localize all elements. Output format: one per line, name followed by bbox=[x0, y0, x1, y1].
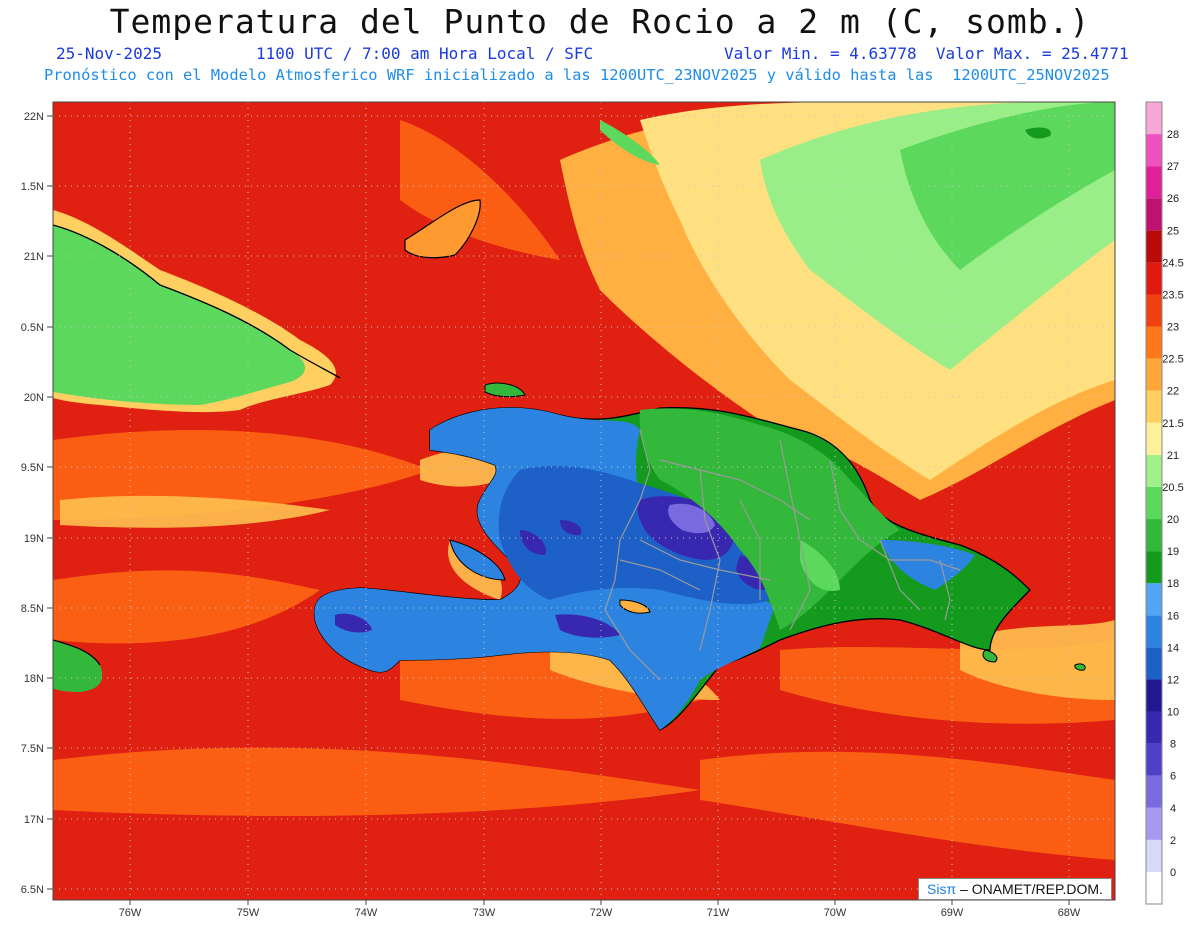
legend-label: 0 bbox=[1170, 867, 1176, 879]
legend-label: 25 bbox=[1167, 225, 1179, 237]
lon-label: 69W bbox=[941, 907, 964, 919]
legend-swatch bbox=[1146, 486, 1162, 520]
legend-swatch bbox=[1146, 839, 1162, 872]
lat-label: 0.5N bbox=[21, 322, 44, 334]
min-max-values: Valor Min. = 4.63778 Valor Max. = 25.477… bbox=[724, 44, 1129, 63]
legend-swatch bbox=[1146, 551, 1162, 584]
legend-label: 21 bbox=[1167, 450, 1179, 462]
valid-time: 1100 UTC / 7:00 am Hora Local / SFC bbox=[256, 44, 594, 63]
legend-swatch bbox=[1146, 326, 1162, 359]
legend-swatch bbox=[1146, 454, 1162, 487]
lon-label: 71W bbox=[707, 907, 730, 919]
legend-swatch bbox=[1146, 198, 1162, 231]
legend-swatch bbox=[1146, 262, 1162, 295]
lat-label: 17N bbox=[24, 814, 44, 826]
lat-label: 22N bbox=[24, 111, 44, 123]
legend-swatch bbox=[1146, 358, 1162, 391]
color-legend: 0 2 4 6 8 10 12 14 16 18 19 20 20.5 21 21.5 22 22.5 23 23.… bbox=[1145, 101, 1184, 905]
lat-label: 20N bbox=[24, 392, 44, 404]
onamet-text: – ONAMET/REP.DOM. bbox=[956, 881, 1103, 897]
legend-label: 2 bbox=[1170, 835, 1176, 847]
lon-label: 68W bbox=[1058, 907, 1081, 919]
map-frame bbox=[52, 101, 1116, 901]
legend-swatch bbox=[1146, 647, 1162, 680]
longitude-axis: 76W 75W 74W 73W 72W 71W 70W 69W 68W bbox=[119, 907, 1081, 919]
lon-label: 73W bbox=[473, 907, 496, 919]
legend-label: 21.5 bbox=[1162, 418, 1183, 430]
legend-swatch bbox=[1146, 422, 1162, 455]
longitude-ticks bbox=[129, 900, 1070, 905]
legend-swatch bbox=[1146, 711, 1162, 744]
lon-label: 70W bbox=[824, 907, 847, 919]
legend-swatch bbox=[1146, 166, 1162, 199]
field-ne-darkgreen bbox=[1025, 127, 1051, 139]
legend-swatch bbox=[1146, 871, 1162, 904]
field-orange-bands bbox=[53, 120, 1115, 860]
legend-label: 20 bbox=[1167, 514, 1179, 526]
lat-label: 9.5N bbox=[21, 462, 44, 474]
lat-label: 8.5N bbox=[21, 603, 44, 615]
legend-swatch bbox=[1146, 519, 1162, 552]
legend-label: 10 bbox=[1167, 707, 1179, 719]
mona-island bbox=[1074, 663, 1086, 671]
legend-swatch bbox=[1146, 230, 1162, 263]
valid-date: 25-Nov-2025 bbox=[56, 44, 162, 63]
lat-label: 18N bbox=[24, 673, 44, 685]
legend-swatch bbox=[1146, 294, 1162, 327]
legend-label: 6 bbox=[1170, 771, 1176, 783]
legend-label: 18 bbox=[1167, 578, 1179, 590]
legend-label: 24.5 bbox=[1162, 257, 1183, 269]
legend-label: 28 bbox=[1167, 129, 1179, 141]
saona-island bbox=[982, 649, 998, 663]
map-gridlines bbox=[53, 102, 1115, 900]
legend-frame bbox=[1145, 101, 1163, 905]
lon-label: 75W bbox=[237, 907, 260, 919]
legend-label: 14 bbox=[1167, 642, 1179, 654]
inagua-island bbox=[404, 199, 481, 259]
legend-label: 22 bbox=[1167, 386, 1179, 398]
jamaica-coastline bbox=[52, 639, 101, 666]
lon-label: 72W bbox=[590, 907, 613, 919]
legend-swatch bbox=[1146, 134, 1162, 167]
hispaniola-island bbox=[313, 382, 1031, 731]
legend-label: 22.5 bbox=[1162, 354, 1183, 366]
legend-swatch bbox=[1146, 583, 1162, 616]
legend-swatch bbox=[1146, 679, 1162, 712]
legend-swatch bbox=[1146, 390, 1162, 423]
legend-label: 16 bbox=[1167, 610, 1179, 622]
lat-label: 1.5N bbox=[21, 181, 44, 193]
turks-caicos bbox=[600, 120, 660, 165]
lat-label: 6.5N bbox=[21, 884, 44, 896]
sispi-logo-text: Sisπ bbox=[927, 881, 957, 897]
latitude-axis: 22N 1.5N 21N 0.5N 20N 9.5N 19N 8.5N 18N … bbox=[21, 111, 44, 896]
credit-box: Sisπ – ONAMET/REP.DOM. bbox=[918, 878, 1112, 900]
legend-swatch bbox=[1146, 807, 1162, 840]
map-title: Temperatura del Punto de Rocio a 2 m (C,… bbox=[109, 2, 1091, 41]
legend-label: 12 bbox=[1167, 674, 1179, 686]
legend-label: 27 bbox=[1167, 161, 1179, 173]
legend-label: 23.5 bbox=[1162, 289, 1183, 301]
legend-label: 26 bbox=[1167, 193, 1179, 205]
legend-swatch bbox=[1146, 775, 1162, 808]
lon-label: 76W bbox=[119, 907, 142, 919]
cuba-land-green bbox=[53, 225, 305, 405]
lon-label: 74W bbox=[355, 907, 378, 919]
legend-label: 23 bbox=[1167, 322, 1179, 334]
lat-label: 21N bbox=[24, 251, 44, 263]
model-info: Pronóstico con el Modelo Atmosferico WRF… bbox=[44, 66, 1110, 84]
legend-label: 19 bbox=[1167, 546, 1179, 558]
jamaica-land bbox=[53, 640, 103, 692]
legend-swatch bbox=[1146, 102, 1162, 135]
legend-label: 20.5 bbox=[1162, 482, 1183, 494]
legend-swatch bbox=[1146, 743, 1162, 776]
legend-label: 8 bbox=[1170, 739, 1176, 751]
lat-label: 7.5N bbox=[21, 743, 44, 755]
lat-label: 19N bbox=[24, 533, 44, 545]
legend-label: 4 bbox=[1170, 803, 1176, 815]
cuba-coastline bbox=[52, 224, 341, 379]
legend-swatch bbox=[1146, 615, 1162, 648]
latitude-ticks bbox=[47, 115, 53, 890]
